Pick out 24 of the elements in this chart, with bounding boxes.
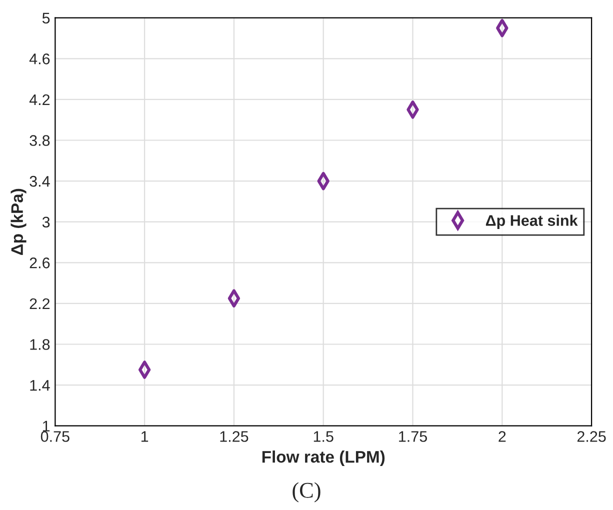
point [228, 289, 240, 308]
y-tick-label: 4.2 [29, 94, 50, 105]
x-tick-label: 1.5 [314, 431, 334, 442]
y-tick-label: 1 [42, 420, 50, 432]
y-tick-label: 4.6 [29, 54, 50, 64]
y-tick-label: 3 [42, 216, 50, 228]
y-tick-label: 3.4 [30, 176, 50, 187]
text: (C) [292, 482, 320, 502]
y-tick-label: 2.2 [30, 298, 50, 309]
y-tick-label: 1.8 [30, 339, 50, 350]
x-tick-label: 1.75 [399, 431, 427, 442]
x-tick-label: 2 [498, 431, 506, 442]
x-tick-label: 1 [141, 431, 148, 442]
legend-label: Δp Heat sink [486, 214, 578, 229]
y-axis-title: Δp (kPa) [10, 188, 26, 255]
x-tick-label: 0.75 [40, 431, 70, 442]
x-tick-label: 2.25 [577, 431, 606, 442]
x-axis-title: Flow rate (LPM) [262, 450, 385, 466]
y-tick-label: 5 [42, 12, 50, 24]
y-tick-label: 2.6 [30, 258, 50, 268]
point [138, 360, 151, 379]
y-tick-label: 3.8 [30, 135, 50, 146]
y-tick-label: 1.4 [30, 380, 50, 391]
x-tick-label: 1.25 [220, 431, 248, 442]
